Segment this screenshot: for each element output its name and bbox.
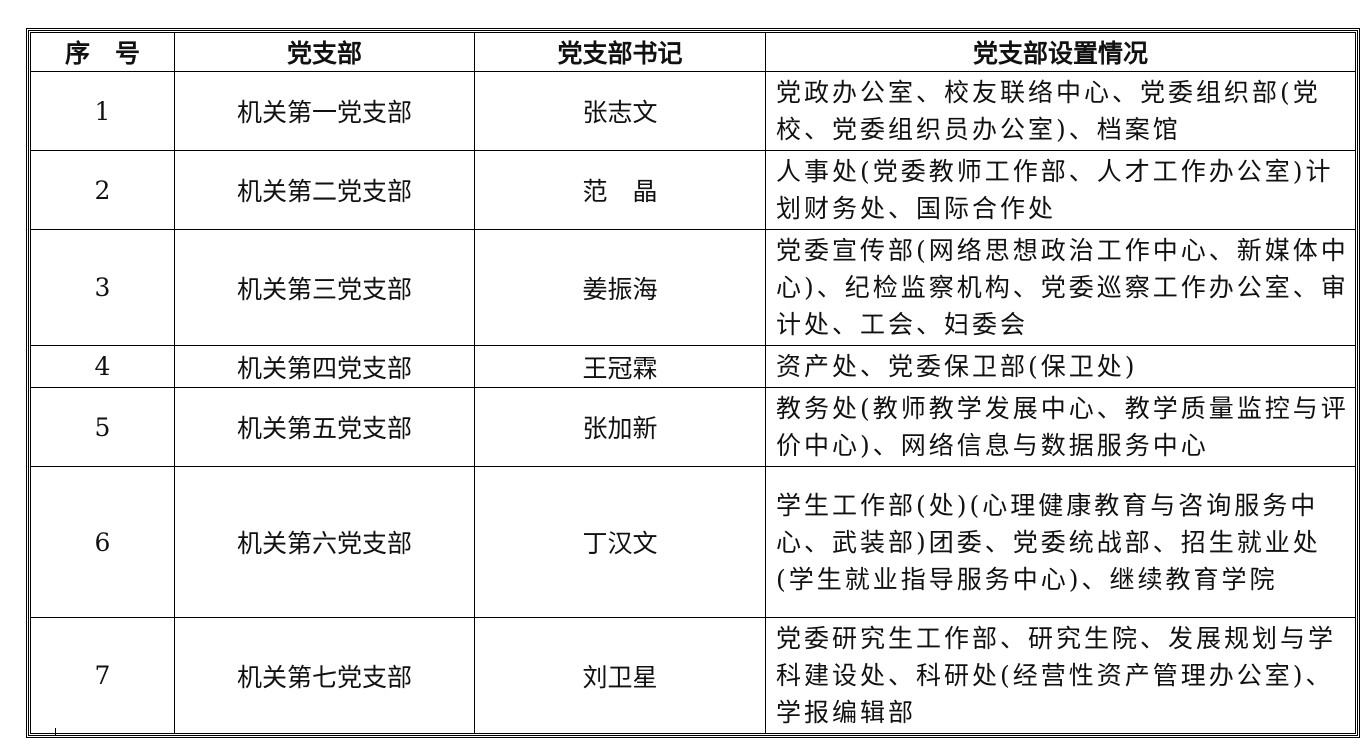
secretary-name: 丁汉文 (474, 466, 766, 618)
row-number: 2 (30, 150, 175, 230)
branch-setup: 资产处、党委保卫部(保卫处) (765, 345, 1356, 388)
branch-setup: 党委研究生工作部、研究生院、发展规划与学科建设处、科研处(经营性资产管理办公室)… (765, 617, 1356, 734)
party-branch-table: 序 号 党支部 党支部书记 党支部设置情况 1 机关第一党支部 张志文 党政办公室、校… (30, 32, 1356, 734)
row-number: 6 (30, 466, 175, 618)
row-number: 4 (30, 345, 175, 388)
secretary-name: 姜振海 (474, 229, 766, 346)
secretary-name: 范 晶 (474, 150, 766, 230)
row-number: 3 (30, 229, 175, 346)
branch-setup: 党委宣传部(网络思想政治工作中心、新媒体中心)、纪检监察机构、党委巡察工作办公室… (765, 229, 1356, 346)
branch-name: 机关第三党支部 (174, 229, 475, 346)
table-row: 3 机关第三党支部 姜振海 党委宣传部(网络思想政治工作中心、新媒体中心)、纪检监察机… (30, 229, 1356, 346)
branch-setup: 党政办公室、校友联络中心、党委组织部(党校、党委组织员办公室)、档案馆 (765, 71, 1356, 151)
branch-name: 机关第五党支部 (174, 387, 475, 467)
text-cursor (55, 728, 56, 735)
table-row: 5 机关第五党支部 张加新 教务处(教师教学发展中心、教学质量监控与评价中心)、网络信… (30, 387, 1356, 467)
branch-setup: 学生工作部(处)(心理健康教育与咨询服务中心、武装部)团委、党委统战部、招生就业… (765, 466, 1356, 618)
row-number: 7 (30, 617, 175, 734)
secretary-name: 刘卫星 (474, 617, 766, 734)
branch-table-container: 序 号 党支部 党支部书记 党支部设置情况 1 机关第一党支部 张志文 党政办公室、校… (26, 28, 1360, 738)
branch-setup: 人事处(党委教师工作部、人才工作办公室)计划财务处、国际合作处 (765, 150, 1356, 230)
table-row: 1 机关第一党支部 张志文 党政办公室、校友联络中心、党委组织部(党校、党委组织员办公… (30, 71, 1356, 151)
branch-name: 机关第七党支部 (174, 617, 475, 734)
branch-name: 机关第四党支部 (174, 345, 475, 388)
secretary-name: 张志文 (474, 71, 766, 151)
table-row: 4 机关第四党支部 王冠霖 资产处、党委保卫部(保卫处) (30, 345, 1356, 388)
branch-name: 机关第二党支部 (174, 150, 475, 230)
row-number: 1 (30, 71, 175, 151)
header-number: 序 号 (30, 32, 175, 72)
branch-name: 机关第一党支部 (174, 71, 475, 151)
secretary-name: 王冠霖 (474, 345, 766, 388)
branch-setup: 教务处(教师教学发展中心、教学质量监控与评价中心)、网络信息与数据服务中心 (765, 387, 1356, 467)
table-header-row: 序 号 党支部 党支部书记 党支部设置情况 (30, 32, 1356, 72)
table-row: 2 机关第二党支部范 晶人事处(党委教师工作部、人才工作办公室)计划财务处、国际合… (30, 150, 1356, 230)
secretary-name: 张加新 (474, 387, 766, 467)
row-number: 5 (30, 387, 175, 467)
header-setup: 党支部设置情况 (765, 32, 1356, 72)
header-secretary: 党支部书记 (474, 32, 766, 72)
table-row: 7 机关第七党支部 刘卫星 党委研究生工作部、研究生院、发展规划与学科建设处、科研处(… (30, 617, 1356, 734)
branch-name: 机关第六党支部 (174, 466, 475, 618)
header-branch: 党支部 (174, 32, 475, 72)
table-row: 6 机关第六党支部 丁汉文 学生工作部(处)(心理健康教育与咨询服务中心、武装部)团委… (30, 466, 1356, 618)
